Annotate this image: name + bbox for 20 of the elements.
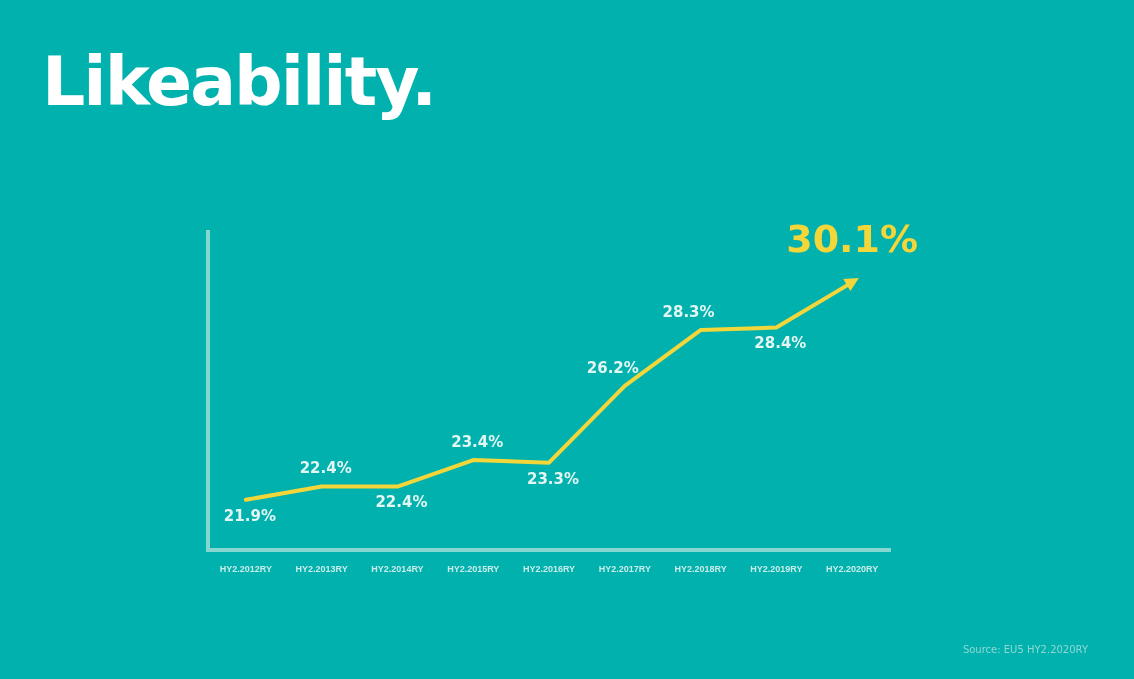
x-tick-label: HY2.2014RY <box>371 564 424 575</box>
chart-title: Likeability. <box>42 42 436 121</box>
x-tick-label: HY2.2020RY <box>826 564 879 575</box>
x-tick-label: HY2.2012RY <box>219 564 272 575</box>
source-note: Source: EU5 HY2.2020RY <box>962 644 1088 655</box>
x-tick-label: HY2.2016RY <box>522 564 576 575</box>
x-tick-label: HY2.2015RY <box>447 564 500 575</box>
data-label: 30.1% <box>786 217 919 262</box>
x-tick-label: HY2.2017RY <box>598 564 651 575</box>
data-label: 28.3% <box>662 303 715 321</box>
data-label: 23.4% <box>451 432 504 451</box>
x-tick-label: HY2.2019RY <box>750 564 803 575</box>
x-tick-label: HY2.2018RY <box>674 564 727 575</box>
data-label: 21.9% <box>223 506 276 525</box>
data-label: 22.4% <box>299 459 352 478</box>
data-label: 28.4% <box>754 334 807 353</box>
x-tick-label: HY2.2013RY <box>295 564 348 575</box>
data-label: 26.2% <box>586 358 639 377</box>
data-label: 23.3% <box>526 469 580 488</box>
data-label: 22.4% <box>375 493 428 512</box>
